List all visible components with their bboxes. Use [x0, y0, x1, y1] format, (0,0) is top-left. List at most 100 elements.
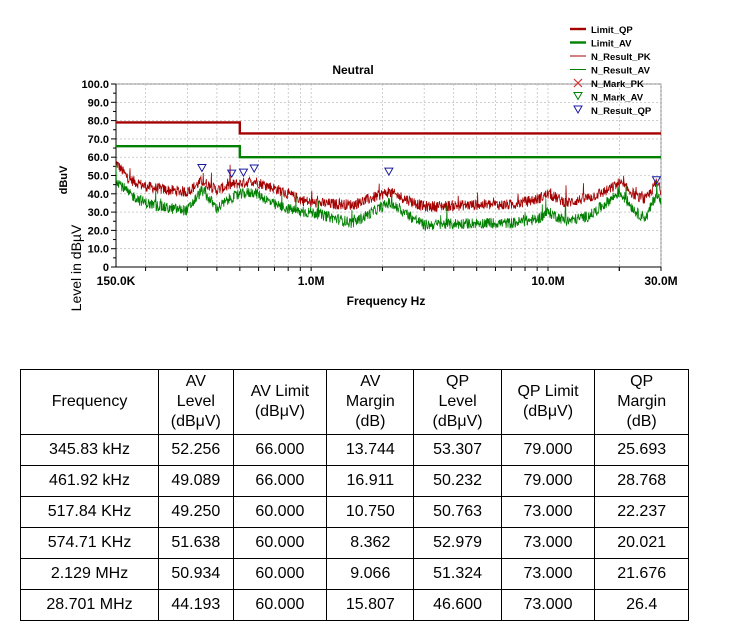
qp-result-marker	[384, 167, 394, 177]
y-tick-label: 20.0	[88, 225, 109, 237]
cell-qp-level: 46.600	[413, 589, 502, 621]
cell-qp-limit: 73.000	[500, 589, 596, 621]
cell-av-level: 50.934	[158, 558, 234, 590]
cell-av-limit: 60.000	[232, 558, 328, 590]
x-tick-label: 30.0M	[644, 274, 677, 288]
axes: 0 10.0 20.0 30.0 40.0 50.0 60.0 70.0 80.0 90.0 100…	[81, 79, 677, 288]
cell-av-level: 49.250	[158, 496, 234, 528]
cell-frequency: 574.71 KHz	[19, 527, 160, 559]
grid	[115, 83, 662, 268]
cell-qp-limit: 79.000	[500, 465, 596, 497]
y-tick-label: 90.0	[88, 97, 109, 109]
cell-qp-margin: 28.768	[594, 465, 689, 497]
y-tick-label: 50.0	[88, 171, 109, 183]
table-header-row: Frequency AV Level (dBμV) AV Limit (dBμV…	[19, 369, 689, 435]
legend-label: Limit_AV	[591, 39, 632, 50]
header-av-level: AV Level (dBμV)	[158, 369, 234, 435]
legend: Limit_QP Limit_AV N_Result_PK N_Result_AV N_…	[570, 25, 652, 117]
chart-title: Neutral	[332, 63, 373, 77]
cell-av-limit: 66.000	[232, 465, 328, 497]
x-tick-label: 1.0M	[298, 274, 325, 288]
table-row: 345.83 kHz 52.256 66.000 13.744 53.307 7…	[19, 434, 689, 466]
y-tick-label: 70.0	[88, 134, 109, 146]
cell-qp-level: 50.232	[413, 465, 502, 497]
y-tick-label: 40.0	[88, 189, 109, 201]
qp-result-marker	[651, 176, 662, 185]
cell-qp-level: 52.979	[413, 527, 502, 559]
cell-av-margin: 16.911	[326, 465, 415, 497]
legend-label: N_Mark_AV	[591, 93, 644, 104]
cell-av-margin: 10.750	[326, 496, 415, 528]
results-table: Frequency AV Level (dBμV) AV Limit (dBμV…	[19, 369, 689, 621]
cell-av-limit: 60.000	[232, 589, 328, 621]
cell-av-level: 49.089	[158, 465, 234, 497]
cell-qp-margin: 25.693	[594, 434, 689, 466]
y-tick-label: 80.0	[88, 116, 109, 128]
cell-av-margin: 13.744	[326, 434, 415, 466]
cell-qp-margin: 22.237	[594, 496, 689, 528]
cell-qp-level: 50.763	[413, 496, 502, 528]
legend-label: N_Mark_PK	[591, 79, 644, 90]
series-limit-qp	[116, 121, 661, 135]
cell-qp-margin: 21.676	[594, 558, 689, 590]
y-tick-label: 30.0	[88, 207, 109, 219]
cell-av-level: 51.638	[158, 527, 234, 559]
legend-swatch	[573, 92, 583, 101]
cell-qp-limit: 73.000	[500, 496, 596, 528]
qp-result-marker	[249, 164, 260, 174]
x-tick-label: 10.0M	[531, 274, 564, 288]
cell-qp-margin: 26.4	[594, 589, 689, 621]
table-row: 574.71 KHz 51.638 60.000 8.362 52.979 73…	[19, 527, 689, 559]
cell-av-limit: 60.000	[232, 496, 328, 528]
legend-label: N_Result_AV	[591, 66, 651, 77]
legend-label: Limit_QP	[591, 25, 633, 36]
legend-label: N_Result_QP	[591, 106, 652, 117]
cell-qp-limit: 73.000	[500, 558, 596, 590]
cell-qp-limit: 73.000	[500, 527, 596, 559]
series-layer	[115, 121, 662, 232]
cell-av-level: 52.256	[158, 434, 234, 466]
emc-chart: 0 10.0 20.0 30.0 40.0 50.0 60.0 70.0 80.0 90.0 100…	[58, 25, 678, 311]
header-av-margin: AV Margin (dB)	[326, 369, 415, 435]
cell-av-limit: 60.000	[232, 527, 328, 559]
y-tick-label: 60.0	[88, 152, 109, 164]
cell-av-margin: 9.066	[326, 558, 415, 590]
legend-label: N_Result_PK	[591, 52, 651, 63]
table-row: 2.129 MHz 50.934 60.000 9.066 51.324 73.…	[19, 558, 689, 590]
y-tick-label: 10.0	[88, 244, 109, 256]
series-limit-av	[116, 145, 661, 159]
cell-qp-level: 51.324	[413, 558, 502, 590]
cell-frequency: 461.92 kHz	[19, 465, 160, 497]
y-axis-label: Level in dBµV	[68, 224, 84, 311]
legend-swatch	[573, 105, 583, 115]
y-axis-unit: dBuV	[58, 165, 70, 194]
cell-qp-margin: 20.021	[594, 527, 689, 559]
table-row: 28.701 MHz 44.193 60.000 15.807 46.600 7…	[19, 589, 689, 621]
legend-swatch	[573, 78, 583, 88]
table-row: 461.92 kHz 49.089 66.000 16.911 50.232 7…	[19, 465, 689, 497]
y-tick-label: 100.0	[81, 79, 109, 91]
chart-svg: 0 10.0 20.0 30.0 40.0 50.0 60.0 70.0 80.0 90.0 100…	[58, 25, 678, 311]
qp-result-marker	[226, 169, 237, 179]
cell-av-margin: 15.807	[326, 589, 415, 621]
cell-frequency: 345.83 kHz	[19, 434, 160, 466]
cell-frequency: 28.701 MHz	[19, 589, 160, 621]
series-n-result-av	[115, 164, 662, 232]
header-qp-limit: QP Limit (dBμV)	[500, 369, 596, 435]
cell-av-limit: 66.000	[232, 434, 328, 466]
series-n-result-pk	[115, 160, 662, 213]
cell-qp-limit: 79.000	[500, 434, 596, 466]
qp-result-marker	[197, 163, 207, 173]
header-qp-level: QP Level (dBμV)	[413, 369, 502, 435]
y-tick-label: 0	[103, 262, 109, 274]
qp-result-marker	[238, 168, 249, 178]
table-row: 517.84 KHz 49.250 60.000 10.750 50.763 7…	[19, 496, 689, 528]
cell-frequency: 517.84 KHz	[19, 496, 160, 528]
cell-av-level: 44.193	[158, 589, 234, 621]
cell-frequency: 2.129 MHz	[19, 558, 160, 590]
x-tick-label: 150.0K	[97, 274, 136, 288]
cell-av-margin: 8.362	[326, 527, 415, 559]
cell-qp-level: 53.307	[413, 434, 502, 466]
x-axis-label: Frequency Hz	[347, 294, 426, 308]
header-qp-margin: QP Margin (dB)	[594, 369, 689, 435]
